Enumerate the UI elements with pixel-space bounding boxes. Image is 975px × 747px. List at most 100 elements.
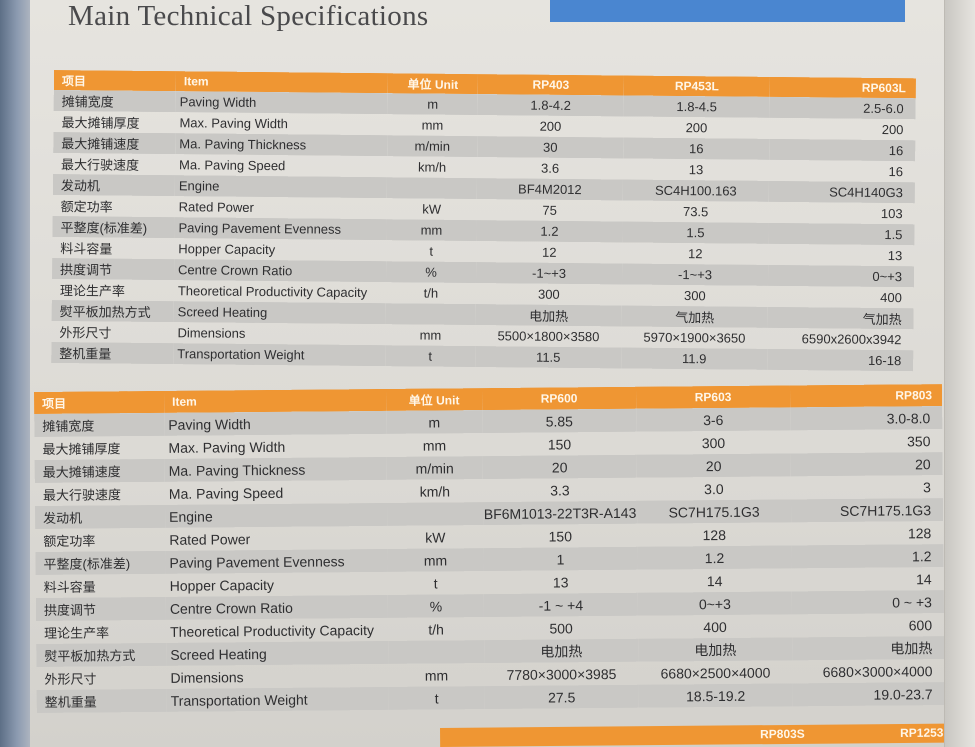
- row-label-cn: 拱度调节: [51, 257, 175, 281]
- value-cell: 气加热: [767, 306, 914, 330]
- value-cell: 2.5-6.0: [769, 96, 916, 120]
- row-label-cn: 料斗容量: [43, 579, 96, 595]
- row-label-cn: 整机重量: [51, 341, 174, 365]
- value-cell: 13: [887, 248, 903, 264]
- row-unit: [386, 177, 477, 200]
- value-cell: 0~+3: [637, 591, 792, 616]
- row-unit: t: [388, 686, 485, 710]
- row-label-en: Hopper Capacity: [178, 241, 276, 258]
- row-label-cn: 熨平板加热方式: [36, 642, 167, 667]
- value-cell: 200: [539, 118, 562, 134]
- row-label-cn: 料斗容量: [60, 241, 113, 257]
- header-unit: 单位 Unit: [385, 388, 483, 411]
- value-cell: 300: [701, 434, 726, 451]
- spec-table-1: 项目 Item 单位 Unit RP403 RP453L RP603L 摊铺宽度…: [51, 70, 916, 372]
- row-unit: t/h: [423, 285, 439, 301]
- row-unit: mm: [421, 117, 444, 133]
- page-fore-edge: [944, 0, 975, 747]
- row-label-en: Transportation Weight: [173, 343, 386, 367]
- row-unit: mm: [386, 219, 477, 242]
- value-cell: 13: [688, 162, 704, 178]
- header-model: RP803: [789, 384, 943, 408]
- row-label-cn: 平整度(标准差): [52, 215, 175, 239]
- row-label-cn: 发动机: [34, 504, 166, 529]
- row-label-en: Dimensions: [170, 668, 244, 686]
- row-unit: t/h: [428, 620, 444, 638]
- value-cell: 1.8-4.2: [477, 94, 624, 117]
- row-unit: [386, 502, 484, 526]
- value-cell: -1~+3: [475, 262, 623, 285]
- row-unit: m/min: [387, 135, 478, 158]
- header-model: RP803S: [760, 726, 805, 742]
- value-cell: 18.5-19.2: [638, 683, 793, 708]
- value-cell: 150: [548, 527, 573, 545]
- row-label-en: Engine: [174, 175, 387, 199]
- row-label-en: Max. Paving Width: [179, 115, 288, 132]
- row-label-cn: 发动机: [52, 173, 175, 197]
- value-cell: 3.6: [540, 160, 560, 176]
- value-cell: 6680×2500×4000: [660, 664, 771, 682]
- row-label-cn: 整机重量: [36, 688, 167, 713]
- value-cell: 1.2: [637, 545, 792, 570]
- value-cell: 0 ~ +3: [791, 590, 944, 615]
- row-label-en: Ma. Paving Thickness: [164, 456, 387, 482]
- row-label-en: Hopper Capacity: [169, 576, 275, 594]
- row-unit: mm: [424, 666, 449, 684]
- row-label-cn: 最大摊铺厚度: [61, 115, 140, 131]
- value-cell: BF4M2012: [476, 178, 623, 201]
- value-cell: 3: [922, 478, 931, 495]
- value-cell: 103: [880, 205, 903, 222]
- row-label-en: Paving Width: [164, 410, 387, 436]
- value-cell: 11.9: [621, 347, 768, 370]
- row-label-cn: 最大行驶速度: [42, 487, 121, 503]
- row-label-cn: 外形尺寸: [44, 671, 97, 687]
- row-label-cn: 最大摊铺厚度: [42, 441, 121, 457]
- value-cell: 350: [907, 432, 931, 449]
- value-cell: 5970×1900×3650: [643, 329, 746, 346]
- header-model: RP403: [477, 74, 624, 96]
- row-label-cn: 平整度(标准差): [35, 550, 166, 575]
- value-cell: 27.5: [484, 684, 639, 710]
- value-cell: BF6M1013-22T3R-A143: [482, 500, 638, 526]
- row-label-en: Centre Crown Ratio: [173, 259, 387, 283]
- spec-table-3-header: RP803S RP1253S: [440, 723, 951, 747]
- row-label-en: Ma. Paving Speed: [168, 484, 284, 502]
- spec-table-2-body: 摊铺宽度 Paving Width m 5.85 3-6 3.0-8.0 最大摊铺厚度 Max…: [34, 406, 945, 713]
- value-cell: 3-6: [636, 407, 791, 432]
- header-model: RP600: [481, 386, 637, 411]
- row-label-en: Engine: [164, 502, 388, 528]
- value-cell: 128: [907, 524, 932, 541]
- row-label-en: Ma. Paving Thickness: [175, 133, 388, 157]
- row-label-en: Paving Pavement Evenness: [174, 217, 387, 241]
- row-label-cn: 摊铺宽度: [53, 89, 176, 113]
- row-label-en: Max. Paving Width: [168, 438, 286, 456]
- value-cell: 16: [888, 164, 904, 180]
- value-cell: 6590x2600x3942: [801, 331, 902, 348]
- value-cell: 30: [477, 136, 624, 159]
- value-cell: 500: [549, 619, 573, 637]
- row-label-cn: 外形尺寸: [59, 325, 112, 341]
- page-title: Main Technical Specifications: [68, 0, 429, 32]
- value-cell: 5500×1800×3580: [497, 328, 600, 345]
- row-unit: t: [429, 243, 434, 259]
- row-label-en: Screed Heating: [173, 301, 386, 325]
- value-cell: 电加热: [484, 638, 639, 664]
- row-label-en: Paving Pavement Evenness: [165, 548, 388, 574]
- spec-table-2: 项目 Item 单位 Unit RP600 RP603 RP803 摊铺宽度 Pa…: [34, 384, 945, 713]
- row-unit: t: [433, 574, 438, 592]
- row-unit: km/h: [417, 159, 447, 175]
- value-cell: 20: [636, 453, 791, 478]
- value-cell: 1.5: [768, 222, 915, 246]
- row-label-cn: 理论生产率: [44, 625, 110, 641]
- row-label-cn: 最大摊铺速度: [34, 458, 165, 483]
- value-cell: 400: [703, 618, 727, 635]
- value-cell: 3.3: [550, 481, 570, 498]
- row-unit: kW: [422, 201, 442, 217]
- value-cell: 13: [552, 573, 569, 590]
- value-cell: 5.85: [482, 408, 637, 434]
- value-cell: 1.2: [476, 220, 623, 243]
- value-cell: 200: [881, 121, 904, 138]
- row-unit: m/min: [386, 456, 483, 480]
- brochure-page: Main Technical Specifications 项目 Item 单位…: [30, 0, 951, 747]
- row-unit: m: [387, 93, 478, 116]
